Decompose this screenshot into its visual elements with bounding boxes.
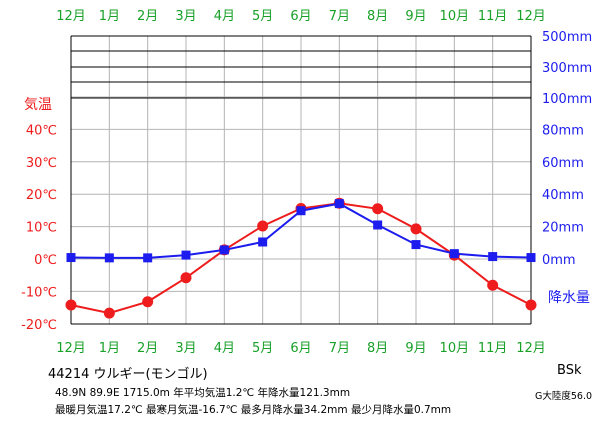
temperature-point (410, 223, 422, 235)
plot-frame (70, 36, 532, 325)
precipitation-point (258, 237, 268, 247)
precipitation-point (373, 220, 383, 230)
month-label-top: 10月 (440, 9, 470, 24)
month-label-top: 6月 (290, 9, 311, 24)
precipitation-tick-label: 20mm (542, 221, 584, 236)
temperature-axis-title: 気温 (24, 97, 52, 113)
precipitation-tick-label: 300mm (542, 61, 592, 76)
month-label-bottom: 12月 (516, 341, 546, 356)
climate-class: BSk (557, 363, 582, 378)
precipitation-point (334, 199, 344, 209)
precipitation-axis-title: 降水量 (548, 290, 590, 306)
month-label-bottom: 7月 (329, 341, 350, 356)
precipitation-tick-label: 500mm (542, 30, 592, 45)
temperature-point (487, 279, 499, 291)
temperature-axis: 気温 40℃ 30℃ 20℃ 10℃ 0℃ -10℃ -20℃ (21, 97, 57, 333)
temperature-point (257, 220, 269, 232)
location-summary: 48.9N 89.9E 1715.0m 年平均気温1.2℃ 年降水量121.3m… (55, 387, 351, 399)
temperature-tick-label: -10℃ (21, 285, 57, 300)
month-label-top: 1月 (99, 9, 120, 24)
temperature-point (180, 272, 192, 284)
month-label-bottom: 10月 (440, 341, 470, 356)
month-labels-bottom: 12月 1月 2月 3月 4月 5月 6月 7月 8月 9月 10月 11月 12月 (56, 341, 546, 356)
temperature-tick-label: -20℃ (21, 318, 57, 333)
temperature-tick-label: 0℃ (34, 253, 57, 268)
month-label-bottom: 1月 (99, 341, 120, 356)
station-name: 44214 ウルギー(モンゴル) (48, 367, 208, 382)
precipitation-point (296, 206, 306, 216)
month-label-top: 7月 (329, 9, 350, 24)
precipitation-point (181, 250, 191, 260)
precipitation-point (66, 253, 76, 263)
precipitation-series (66, 199, 536, 263)
month-label-top: 9月 (405, 9, 426, 24)
precipitation-tick-label: 0mm (542, 253, 576, 268)
month-label-bottom: 3月 (175, 341, 196, 356)
temperature-point (372, 203, 384, 215)
temperature-point (142, 296, 154, 308)
month-label-bottom: 11月 (478, 341, 508, 356)
month-label-top: 11月 (478, 9, 508, 24)
precipitation-point (104, 253, 114, 263)
month-label-top: 4月 (214, 9, 235, 24)
precipitation-tick-label: 60mm (542, 156, 584, 171)
precipitation-tick-label: 40mm (542, 188, 584, 203)
precipitation-point (219, 245, 229, 255)
temperature-tick-label: 10℃ (26, 221, 57, 236)
temperature-tick-label: 20℃ (26, 188, 57, 203)
month-label-bottom: 6月 (290, 341, 311, 356)
temperature-point (65, 299, 77, 311)
precipitation-point (526, 253, 536, 263)
grid-lines (71, 35, 531, 324)
extremes-summary: 最暖月気温17.2℃ 最寒月気温-16.7℃ 最多月降水量34.2mm 最少月降… (55, 404, 452, 416)
precipitation-tick-label: 100mm (542, 92, 592, 107)
continentality-index: G大陸度56.0 (535, 391, 593, 402)
temperature-point (103, 307, 115, 319)
precipitation-tick-label: 80mm (542, 123, 584, 138)
month-label-top: 3月 (175, 9, 196, 24)
month-label-bottom: 12月 (56, 341, 86, 356)
precipitation-point (449, 249, 459, 259)
precipitation-point (411, 240, 421, 250)
temperature-tick-label: 30℃ (26, 156, 57, 171)
temperature-point (525, 299, 537, 311)
month-label-bottom: 5月 (252, 341, 273, 356)
month-label-top: 12月 (56, 9, 86, 24)
precipitation-point (488, 252, 498, 262)
month-label-bottom: 8月 (367, 341, 388, 356)
month-label-bottom: 9月 (405, 341, 426, 356)
month-label-top: 5月 (252, 9, 273, 24)
month-labels-top: 12月 1月 2月 3月 4月 5月 6月 7月 8月 9月 10月 11月 12月 (56, 9, 546, 24)
precipitation-axis: 500mm 300mm 100mm 80mm 60mm 40mm 20mm 0mm 降水量 (542, 30, 592, 306)
month-label-top: 12月 (516, 9, 546, 24)
month-label-top: 2月 (137, 9, 158, 24)
temperature-tick-label: 40℃ (26, 123, 57, 138)
precipitation-point (143, 253, 153, 263)
month-label-bottom: 2月 (137, 341, 158, 356)
month-label-top: 8月 (367, 9, 388, 24)
month-label-bottom: 4月 (214, 341, 235, 356)
